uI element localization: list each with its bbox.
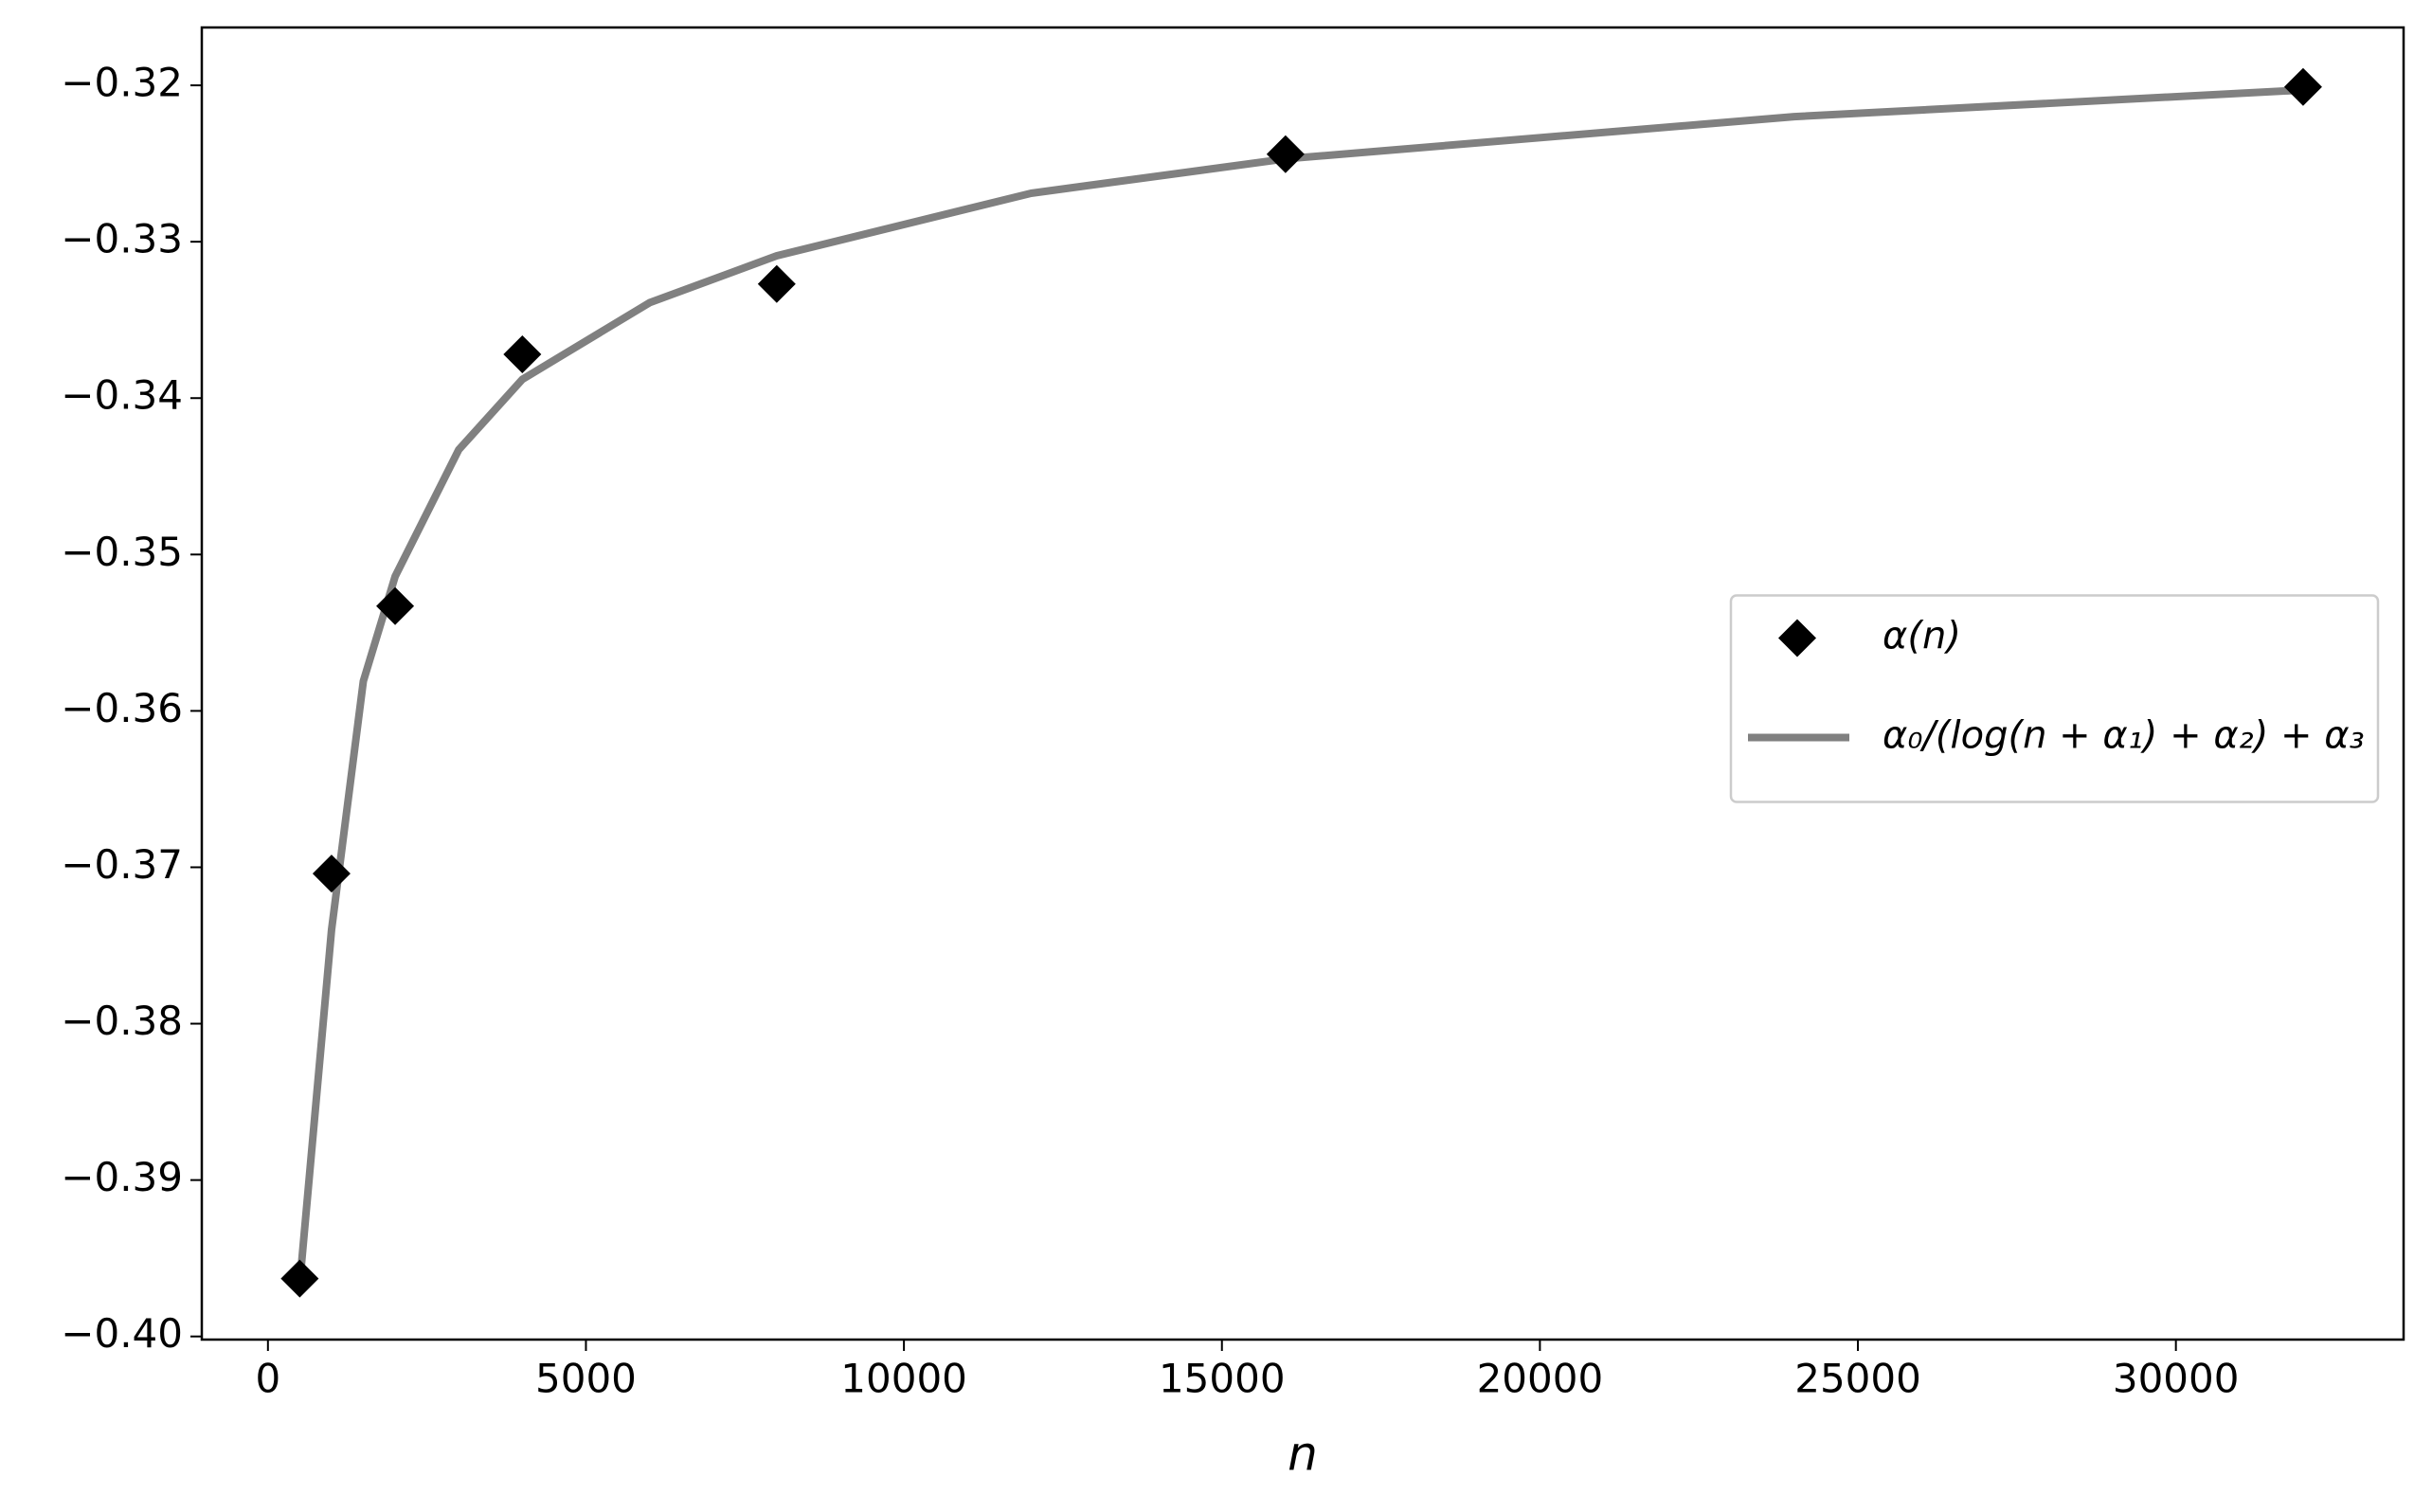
x-axis-label: n (1288, 1427, 1318, 1482)
x-tick-label: 20000 (1477, 1356, 1604, 1402)
data-point (376, 586, 415, 625)
x-tick-label: 15000 (1159, 1356, 1286, 1402)
y-tick-label: −0.37 (61, 841, 183, 888)
x-tick-label: 0 (255, 1356, 280, 1402)
y-tick-label: −0.35 (61, 529, 183, 575)
data-point (2283, 67, 2322, 106)
x-tick-label: 25000 (1794, 1356, 1921, 1402)
y-tick-label: −0.40 (61, 1310, 183, 1357)
fit-line (296, 86, 2304, 1284)
y-tick-label: −0.39 (61, 1154, 183, 1200)
y-tick-label: −0.32 (61, 60, 183, 106)
data-point (503, 335, 542, 374)
x-tick-label: 30000 (2113, 1356, 2240, 1402)
data-point (312, 855, 351, 893)
plot-frame (200, 26, 2405, 1341)
legend-label: α(n) (1883, 615, 1961, 658)
data-point (1266, 135, 1305, 173)
y-tick-label: −0.34 (61, 372, 183, 419)
data-point (280, 1259, 319, 1298)
legend-marker (1778, 619, 1816, 657)
y-tick-label: −0.33 (61, 216, 183, 262)
y-tick-label: −0.38 (61, 998, 183, 1044)
legend-label: α₀/(log(n + α₁) + α₂) + α₃ (1883, 714, 2365, 758)
legend-box (1729, 594, 2380, 803)
x-tick-label: 5000 (535, 1356, 637, 1402)
y-tick-label: −0.36 (61, 685, 183, 731)
data-point (757, 264, 796, 303)
x-tick-label: 10000 (840, 1356, 967, 1402)
